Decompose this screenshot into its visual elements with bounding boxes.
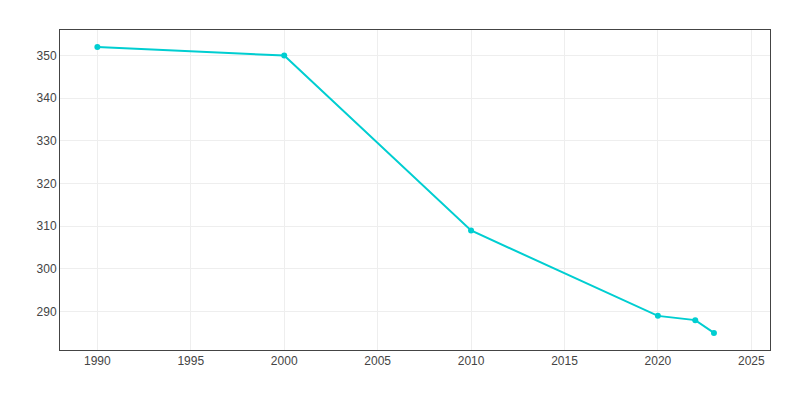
svg-text:320: 320 [37, 177, 57, 191]
svg-text:2005: 2005 [364, 354, 391, 368]
svg-text:2015: 2015 [551, 354, 578, 368]
svg-text:2000: 2000 [271, 354, 298, 368]
svg-text:1990: 1990 [84, 354, 111, 368]
svg-text:2020: 2020 [645, 354, 672, 368]
svg-text:290: 290 [37, 305, 57, 319]
svg-text:310: 310 [37, 219, 57, 233]
svg-text:340: 340 [37, 91, 57, 105]
svg-text:350: 350 [37, 49, 57, 63]
svg-text:300: 300 [37, 262, 57, 276]
svg-text:2025: 2025 [738, 354, 765, 368]
svg-text:1995: 1995 [177, 354, 204, 368]
svg-text:330: 330 [37, 134, 57, 148]
svg-text:2010: 2010 [458, 354, 485, 368]
